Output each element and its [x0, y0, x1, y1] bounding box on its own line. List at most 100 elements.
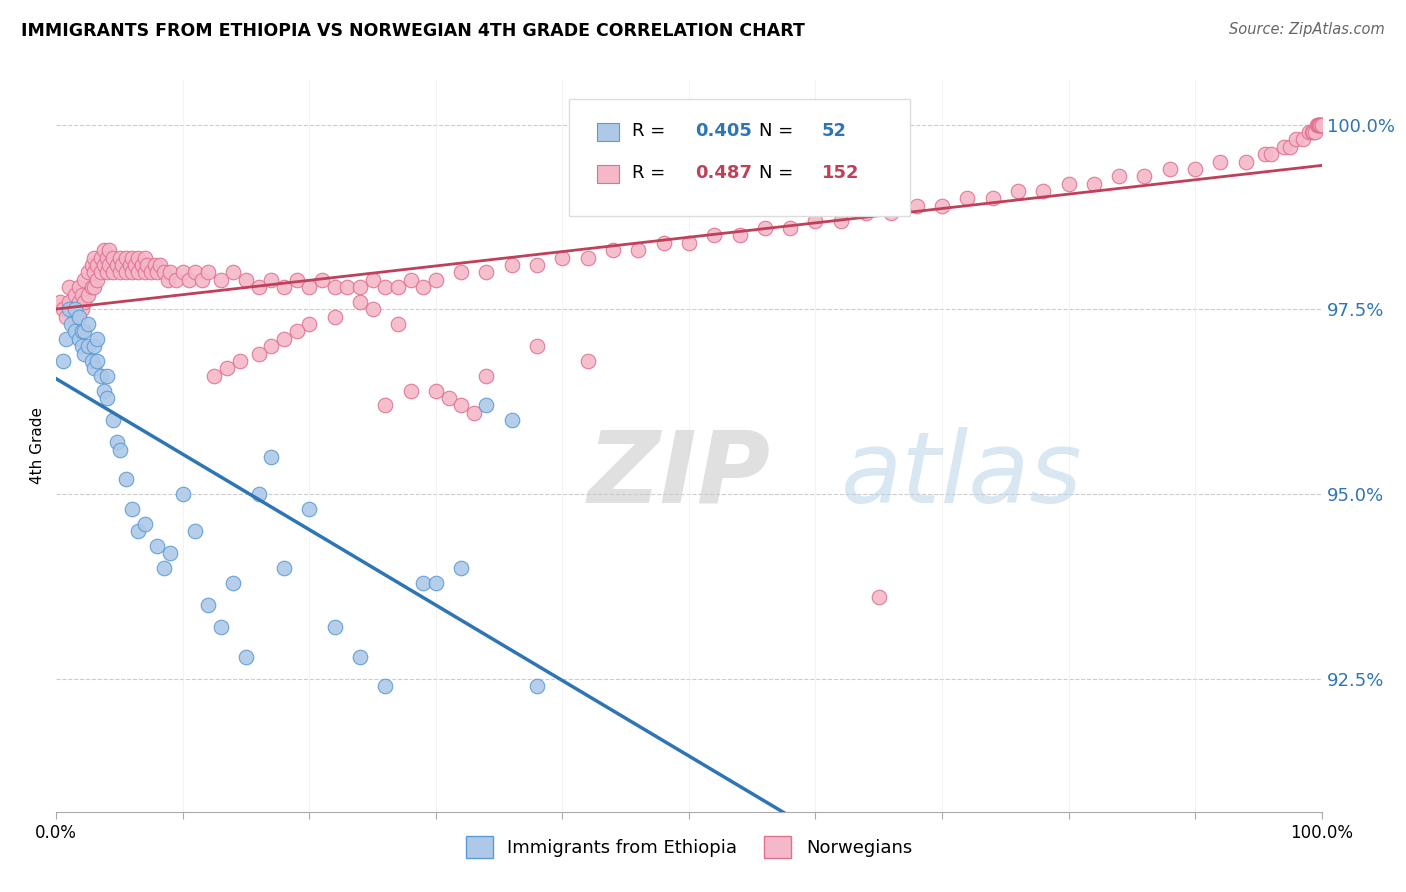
- Point: [146, 539, 169, 553]
- Point: [260, 450, 283, 464]
- Point: [501, 413, 523, 427]
- Point: [412, 280, 434, 294]
- Point: [177, 273, 201, 287]
- Point: [361, 302, 384, 317]
- Point: [1279, 140, 1302, 154]
- Point: [105, 435, 128, 450]
- Point: [1301, 125, 1323, 139]
- Point: [191, 273, 214, 287]
- Text: 152: 152: [821, 164, 859, 182]
- Point: [65, 302, 87, 317]
- Point: [153, 561, 174, 575]
- Point: [209, 620, 232, 634]
- Point: [627, 244, 650, 258]
- Point: [73, 294, 96, 309]
- Point: [1302, 125, 1324, 139]
- Point: [58, 294, 80, 309]
- Text: IMMIGRANTS FROM ETHIOPIA VS NORWEGIAN 4TH GRADE CORRELATION CHART: IMMIGRANTS FROM ETHIOPIA VS NORWEGIAN 4T…: [21, 22, 806, 40]
- Point: [83, 280, 105, 294]
- Point: [526, 258, 548, 272]
- Point: [412, 575, 434, 590]
- Point: [108, 442, 131, 457]
- Point: [298, 280, 321, 294]
- Point: [58, 302, 80, 317]
- Text: N =: N =: [758, 164, 799, 182]
- Point: [124, 258, 146, 272]
- Point: [1184, 161, 1206, 176]
- Point: [73, 346, 96, 360]
- Point: [114, 265, 138, 279]
- Point: [80, 258, 103, 272]
- Point: [450, 265, 472, 279]
- Point: [143, 258, 166, 272]
- Point: [1234, 154, 1257, 169]
- Point: [374, 679, 396, 693]
- Point: [118, 258, 141, 272]
- Point: [387, 317, 409, 331]
- Point: [83, 251, 105, 265]
- Point: [1309, 118, 1331, 132]
- Point: [90, 265, 111, 279]
- Point: [166, 273, 188, 287]
- Point: [1159, 161, 1181, 176]
- Point: [96, 368, 118, 383]
- Point: [60, 317, 83, 331]
- Point: [184, 265, 207, 279]
- Point: [93, 384, 115, 398]
- Point: [98, 258, 121, 272]
- Point: [83, 265, 105, 279]
- Point: [1306, 118, 1329, 132]
- Point: [247, 280, 270, 294]
- Point: [880, 206, 903, 220]
- Point: [728, 228, 751, 243]
- Point: [136, 258, 159, 272]
- Point: [65, 310, 87, 324]
- Point: [501, 258, 523, 272]
- Point: [65, 325, 87, 339]
- Point: [1007, 184, 1029, 198]
- Point: [67, 310, 90, 324]
- Point: [76, 317, 98, 331]
- Point: [399, 273, 422, 287]
- Point: [103, 265, 124, 279]
- Point: [703, 228, 725, 243]
- Point: [58, 280, 80, 294]
- Point: [127, 265, 149, 279]
- Text: 0.487: 0.487: [695, 164, 752, 182]
- Point: [73, 325, 96, 339]
- Point: [551, 251, 574, 265]
- Bar: [596, 123, 619, 141]
- Point: [217, 361, 239, 376]
- Point: [90, 251, 111, 265]
- Point: [437, 391, 460, 405]
- Point: [86, 258, 108, 272]
- Point: [868, 591, 890, 605]
- Point: [134, 265, 156, 279]
- Point: [98, 244, 121, 258]
- Text: N =: N =: [758, 122, 799, 140]
- Point: [228, 354, 250, 368]
- Point: [86, 354, 108, 368]
- Point: [70, 325, 93, 339]
- Point: [349, 649, 371, 664]
- Point: [159, 546, 181, 560]
- Point: [73, 273, 96, 287]
- Point: [156, 273, 179, 287]
- Point: [131, 258, 153, 272]
- Point: [361, 273, 384, 287]
- FancyBboxPatch shape: [568, 99, 911, 216]
- Point: [103, 413, 124, 427]
- Point: [1291, 132, 1313, 146]
- Point: [905, 199, 928, 213]
- Point: [754, 221, 776, 235]
- Point: [67, 294, 90, 309]
- Point: [55, 332, 77, 346]
- Point: [374, 280, 396, 294]
- Point: [273, 280, 295, 294]
- Point: [114, 472, 138, 486]
- Point: [121, 265, 143, 279]
- Point: [260, 273, 283, 287]
- Point: [1305, 125, 1327, 139]
- Point: [197, 598, 219, 612]
- Point: [1057, 177, 1080, 191]
